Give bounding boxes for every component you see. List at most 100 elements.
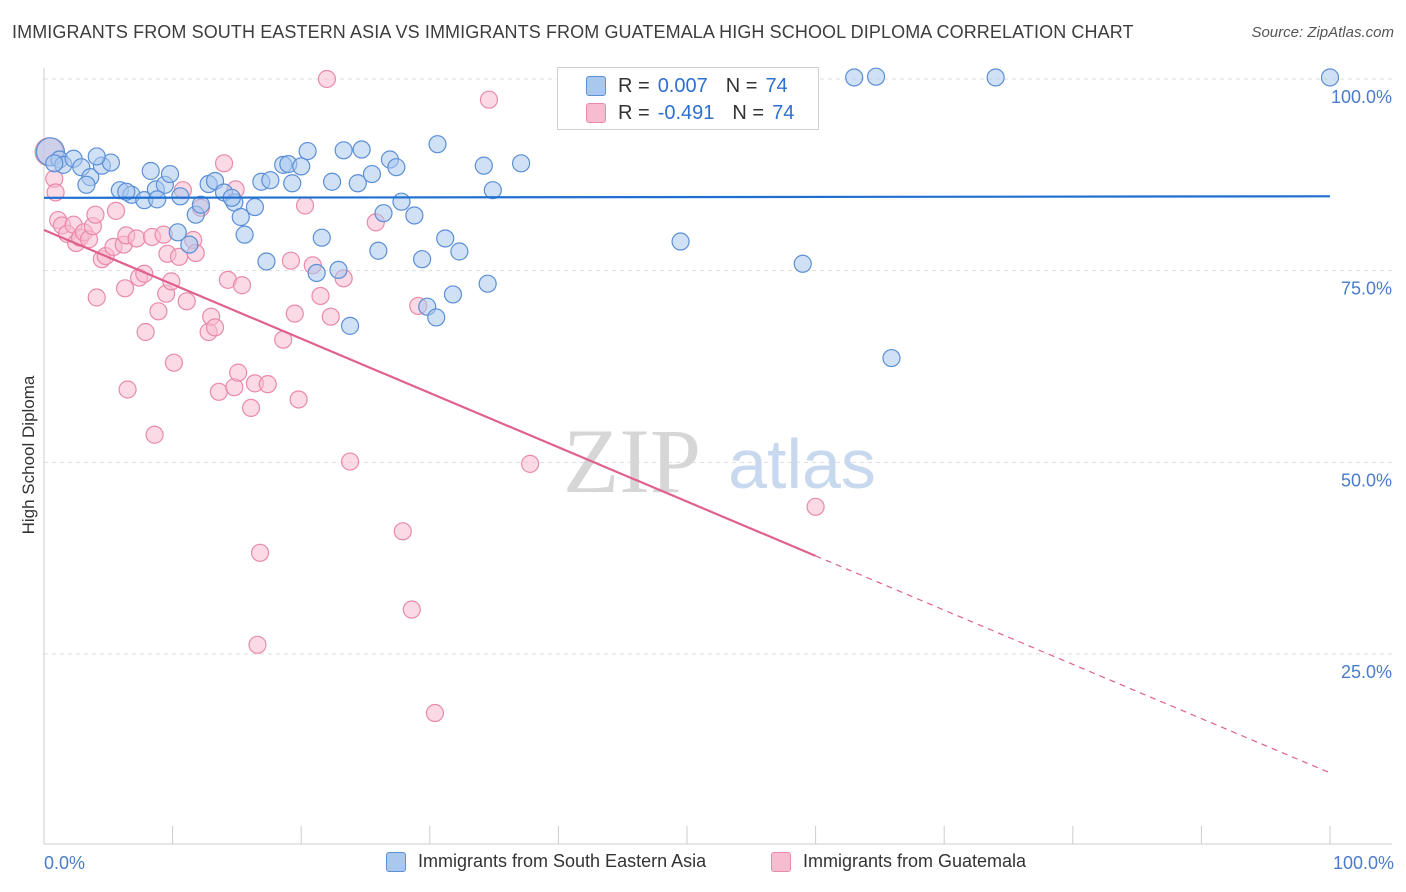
x-tick-label-start: 0.0%	[44, 853, 85, 873]
sea-point	[45, 154, 64, 173]
guatemala-point	[402, 600, 421, 619]
sea-point	[245, 197, 265, 217]
sea-trend-line	[43, 195, 1331, 199]
guatemala-point	[164, 353, 183, 372]
guatemala-point	[289, 390, 308, 409]
guatemala-point	[321, 307, 340, 326]
sea-point	[312, 228, 331, 247]
guatemala-swatch	[586, 103, 606, 123]
sea-point	[369, 241, 388, 260]
y-tick-label: 75.0%	[1341, 279, 1392, 299]
sea-point	[168, 223, 187, 242]
guatemala-point	[229, 363, 248, 382]
sea-point	[512, 154, 531, 173]
sea-point	[1320, 68, 1340, 87]
guatemala-point	[311, 286, 330, 306]
source-label[interactable]: Source: ZipAtlas.com	[1251, 24, 1394, 41]
sea-point	[348, 174, 367, 193]
guatemala-point	[285, 304, 304, 323]
sea-point	[427, 308, 446, 327]
sea-point	[160, 164, 180, 184]
sea-point	[443, 285, 463, 304]
guatemala-point	[250, 543, 270, 562]
sea-point	[866, 67, 886, 86]
series-sea-points	[35, 67, 1340, 368]
guatemala-point	[214, 154, 234, 173]
sea-point	[474, 156, 493, 175]
sea-point	[450, 242, 469, 261]
guatemala-point	[127, 229, 146, 248]
guatemala-point	[87, 288, 106, 307]
stats-row-guatemala: R = -0.491 N = 74	[558, 100, 794, 126]
r-label: R =	[618, 101, 650, 124]
y-tick-label: 50.0%	[1341, 470, 1392, 490]
sea-point	[405, 206, 424, 225]
watermark: ZIP atlas	[563, 410, 876, 512]
guatemala-point	[317, 69, 337, 89]
sea-point	[77, 175, 96, 194]
tick-labels: 25.0% 50.0% 75.0% 100.0% 0.0% 100.0%	[44, 87, 1394, 873]
watermark-zip: ZIP	[563, 410, 701, 512]
sea-point	[412, 250, 432, 269]
guatemala-point	[115, 279, 135, 298]
guatemala-point	[177, 292, 196, 311]
guatemala-point	[806, 497, 825, 516]
sea-point	[87, 147, 106, 166]
sea-point	[171, 187, 190, 206]
sea-point	[387, 158, 406, 177]
legend-item-guatemala[interactable]: Immigrants from Guatemala	[771, 851, 1026, 872]
legend-label-sea: Immigrants from South Eastern Asia	[418, 851, 707, 871]
sea-point	[292, 157, 311, 176]
guatemala-point	[258, 375, 277, 394]
guatemala-point	[295, 196, 315, 215]
sea-point	[362, 164, 382, 184]
sea-legend-swatch	[386, 851, 406, 872]
n-value-guatemala: 74	[772, 101, 795, 124]
sea-point	[793, 254, 812, 273]
guatemala-point	[106, 201, 126, 220]
sea-point	[352, 140, 371, 159]
guatemala-point	[425, 703, 445, 723]
chart-title: IMMIGRANTS FROM SOUTH EASTERN ASIA VS IM…	[12, 22, 1134, 42]
n-label: N =	[732, 101, 765, 124]
sea-point	[307, 263, 326, 283]
guatemala-point	[136, 322, 155, 342]
axes	[43, 68, 1392, 845]
guatemala-trend-extension	[815, 555, 1331, 774]
sea-point	[148, 190, 167, 209]
sea-point	[340, 316, 360, 335]
sea-point	[986, 68, 1005, 87]
guatemala-point	[340, 452, 360, 471]
sea-point	[374, 204, 393, 223]
sea-point	[180, 235, 199, 254]
legend-item-sea[interactable]: Immigrants from South Eastern Asia	[386, 851, 706, 872]
sea-point	[436, 229, 455, 248]
y-tick-label: 100.0%	[1331, 87, 1392, 107]
guatemala-point	[205, 318, 225, 337]
sea-point	[392, 192, 411, 211]
sea-point	[334, 141, 353, 160]
sea-point	[882, 348, 901, 368]
guatemala-point	[479, 90, 499, 109]
sea-point	[428, 135, 447, 154]
guatemala-trend-line	[43, 229, 817, 557]
guatemala-point	[232, 276, 252, 295]
sea-point	[483, 181, 502, 200]
r-value-sea: 0.007	[657, 74, 708, 97]
sea-point	[478, 274, 497, 293]
r-value-guatemala: -0.491	[657, 101, 715, 124]
r-label: R =	[618, 74, 650, 97]
sea-point	[845, 68, 864, 87]
sea-point	[231, 207, 250, 227]
guatemala-point	[118, 380, 137, 399]
guatemala-point	[86, 205, 105, 224]
guatemala-point	[241, 398, 261, 417]
sea-point	[235, 225, 254, 244]
sea-point	[329, 260, 348, 279]
sea-point	[257, 252, 276, 271]
sea-point	[261, 171, 280, 190]
watermark-atlas: atlas	[728, 425, 876, 503]
sea-point	[298, 141, 317, 161]
n-value-sea: 74	[765, 74, 788, 97]
